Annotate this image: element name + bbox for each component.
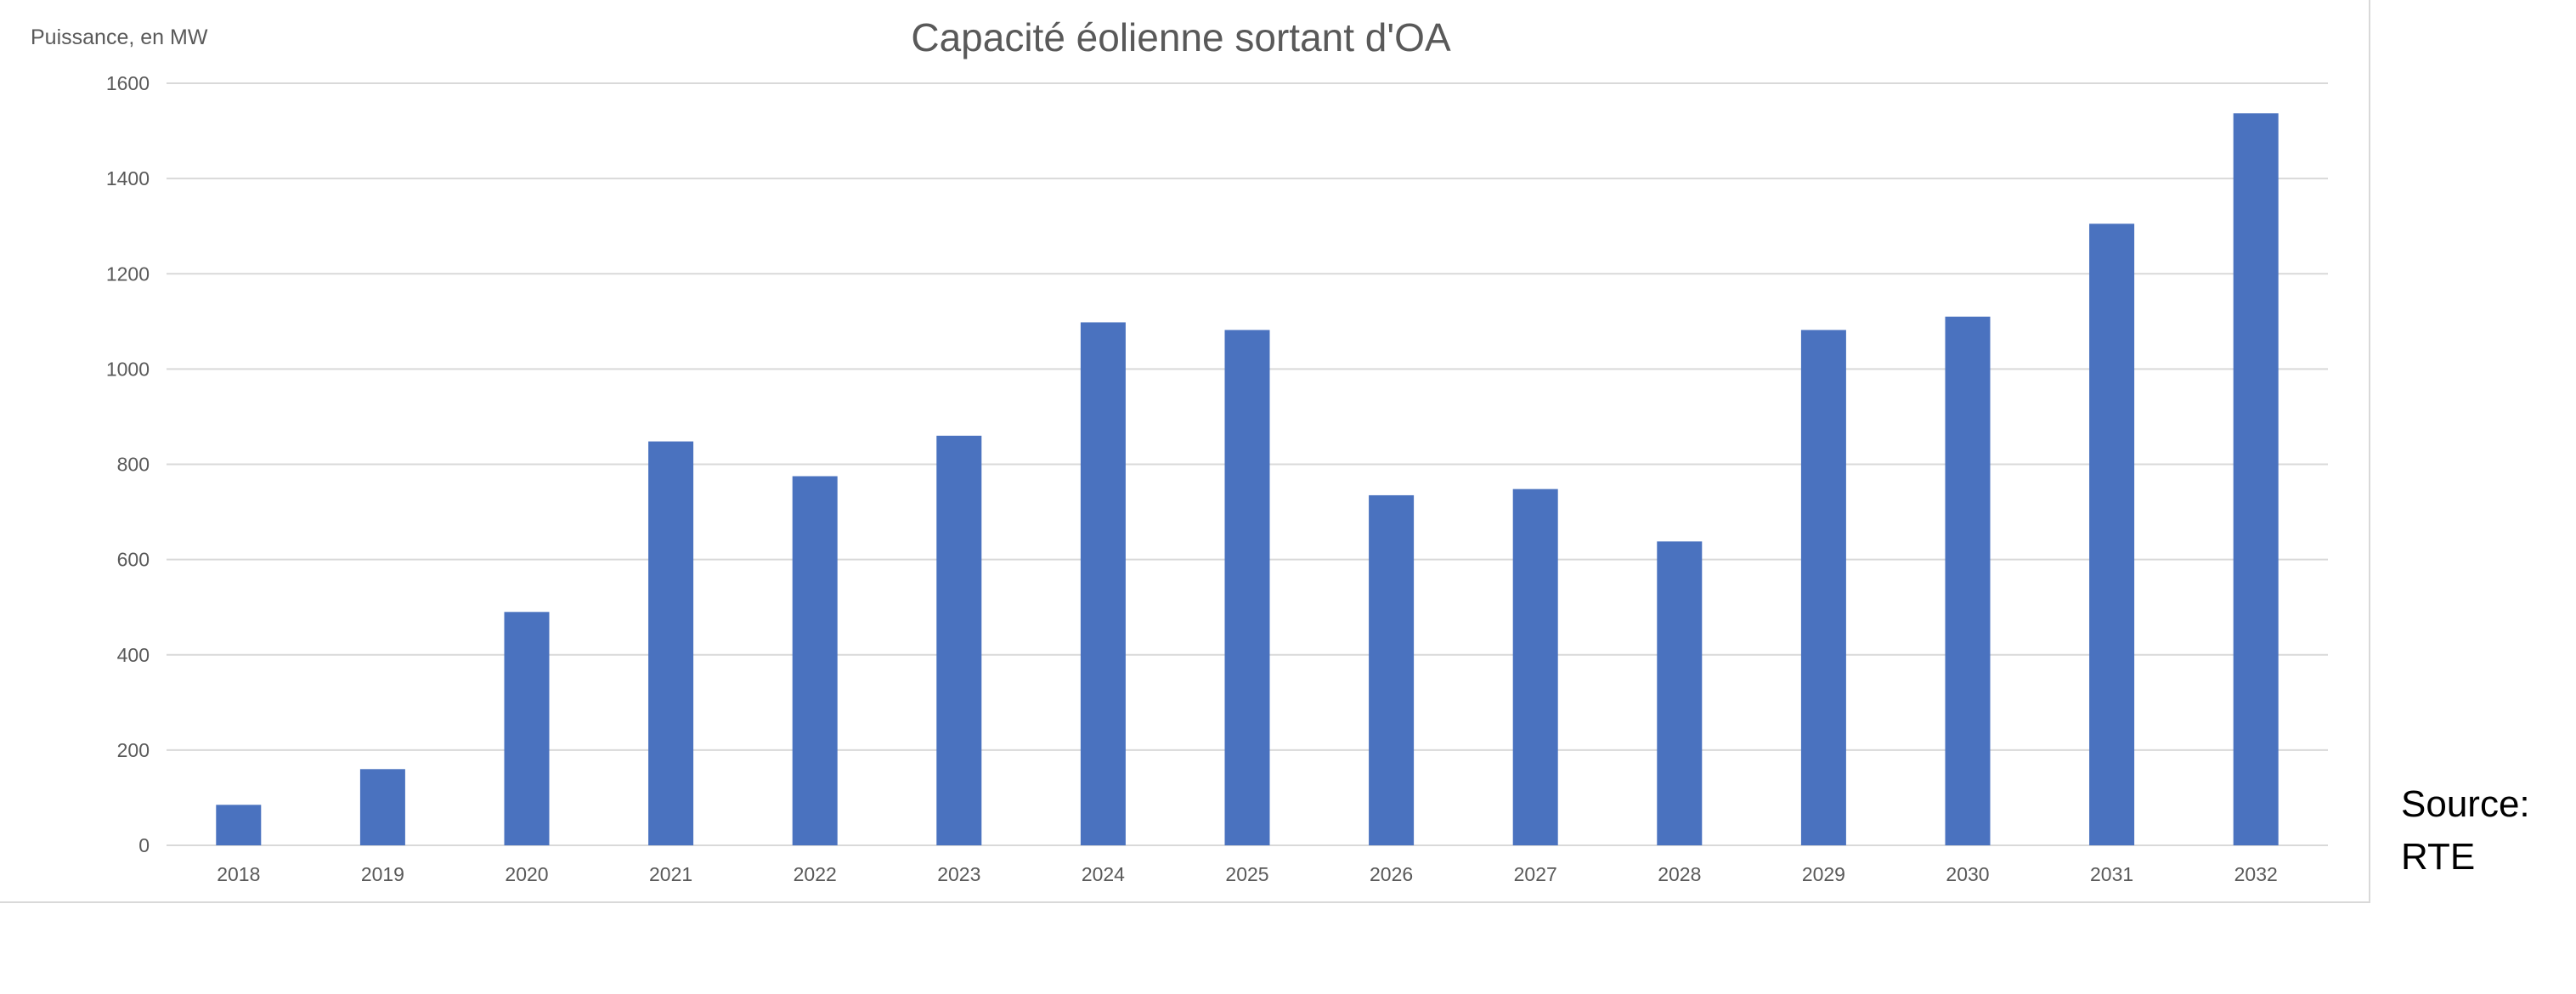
bar-2030 [1946, 317, 1991, 845]
x-tick-label: 2027 [1514, 863, 1557, 885]
x-tick-labels: 2018 2019 2020 2021 2022 2023 2024 2025 2026 2027… [217, 863, 2278, 885]
y-tick-label: 200 [117, 739, 150, 761]
y-tick-label: 0 [138, 834, 150, 856]
y-tick-label: 600 [117, 549, 150, 571]
source-label: Source: [2401, 778, 2571, 831]
bar-2019 [360, 769, 405, 845]
y-tick-label: 1400 [106, 167, 150, 189]
x-tick-label: 2023 [937, 863, 980, 885]
x-tick-label: 2021 [649, 863, 692, 885]
bar-2025 [1225, 330, 1270, 845]
y-tick-labels: 0 200 400 600 800 1000 1200 1400 1600 [106, 72, 150, 856]
bar-2029 [1801, 330, 1846, 845]
bar-2020 [505, 612, 550, 845]
chart-title: Capacité éolienne sortant d'OA [911, 15, 1451, 59]
x-tick-label: 2028 [1658, 863, 1701, 885]
source-name: RTE [2401, 831, 2571, 884]
x-tick-label: 2031 [2090, 863, 2133, 885]
x-tick-label: 2018 [217, 863, 260, 885]
bars [216, 113, 2278, 845]
x-tick-label: 2030 [1946, 863, 1989, 885]
y-tick-label: 800 [117, 454, 150, 476]
x-tick-label: 2032 [2234, 863, 2278, 885]
source-annotation: Source: RTE [2401, 778, 2571, 884]
y-tick-label: 1000 [106, 358, 150, 380]
bar-2028 [1657, 541, 1702, 845]
bar-2024 [1081, 322, 1126, 845]
y-axis-label: Puissance, en MW [31, 25, 208, 49]
bar-2023 [936, 436, 981, 845]
y-tick-label: 1600 [106, 72, 150, 94]
bar-2022 [793, 477, 838, 845]
bar-2021 [648, 442, 693, 845]
bar-2027 [1513, 489, 1558, 845]
bar-2031 [2089, 223, 2134, 845]
x-tick-label: 2025 [1225, 863, 1268, 885]
bar-2018 [216, 805, 261, 845]
x-tick-label: 2019 [361, 863, 404, 885]
x-tick-label: 2020 [505, 863, 548, 885]
x-tick-label: 2026 [1370, 863, 1413, 885]
y-tick-label: 400 [117, 644, 150, 666]
bar-2026 [1369, 495, 1414, 845]
x-tick-label: 2024 [1082, 863, 1125, 885]
y-tick-label: 1200 [106, 263, 150, 285]
x-tick-label: 2029 [1802, 863, 1845, 885]
bar-2032 [2234, 113, 2279, 845]
bar-chart: Capacité éolienne sortant d'OA Puissance… [0, 0, 2370, 903]
x-tick-label: 2022 [794, 863, 837, 885]
